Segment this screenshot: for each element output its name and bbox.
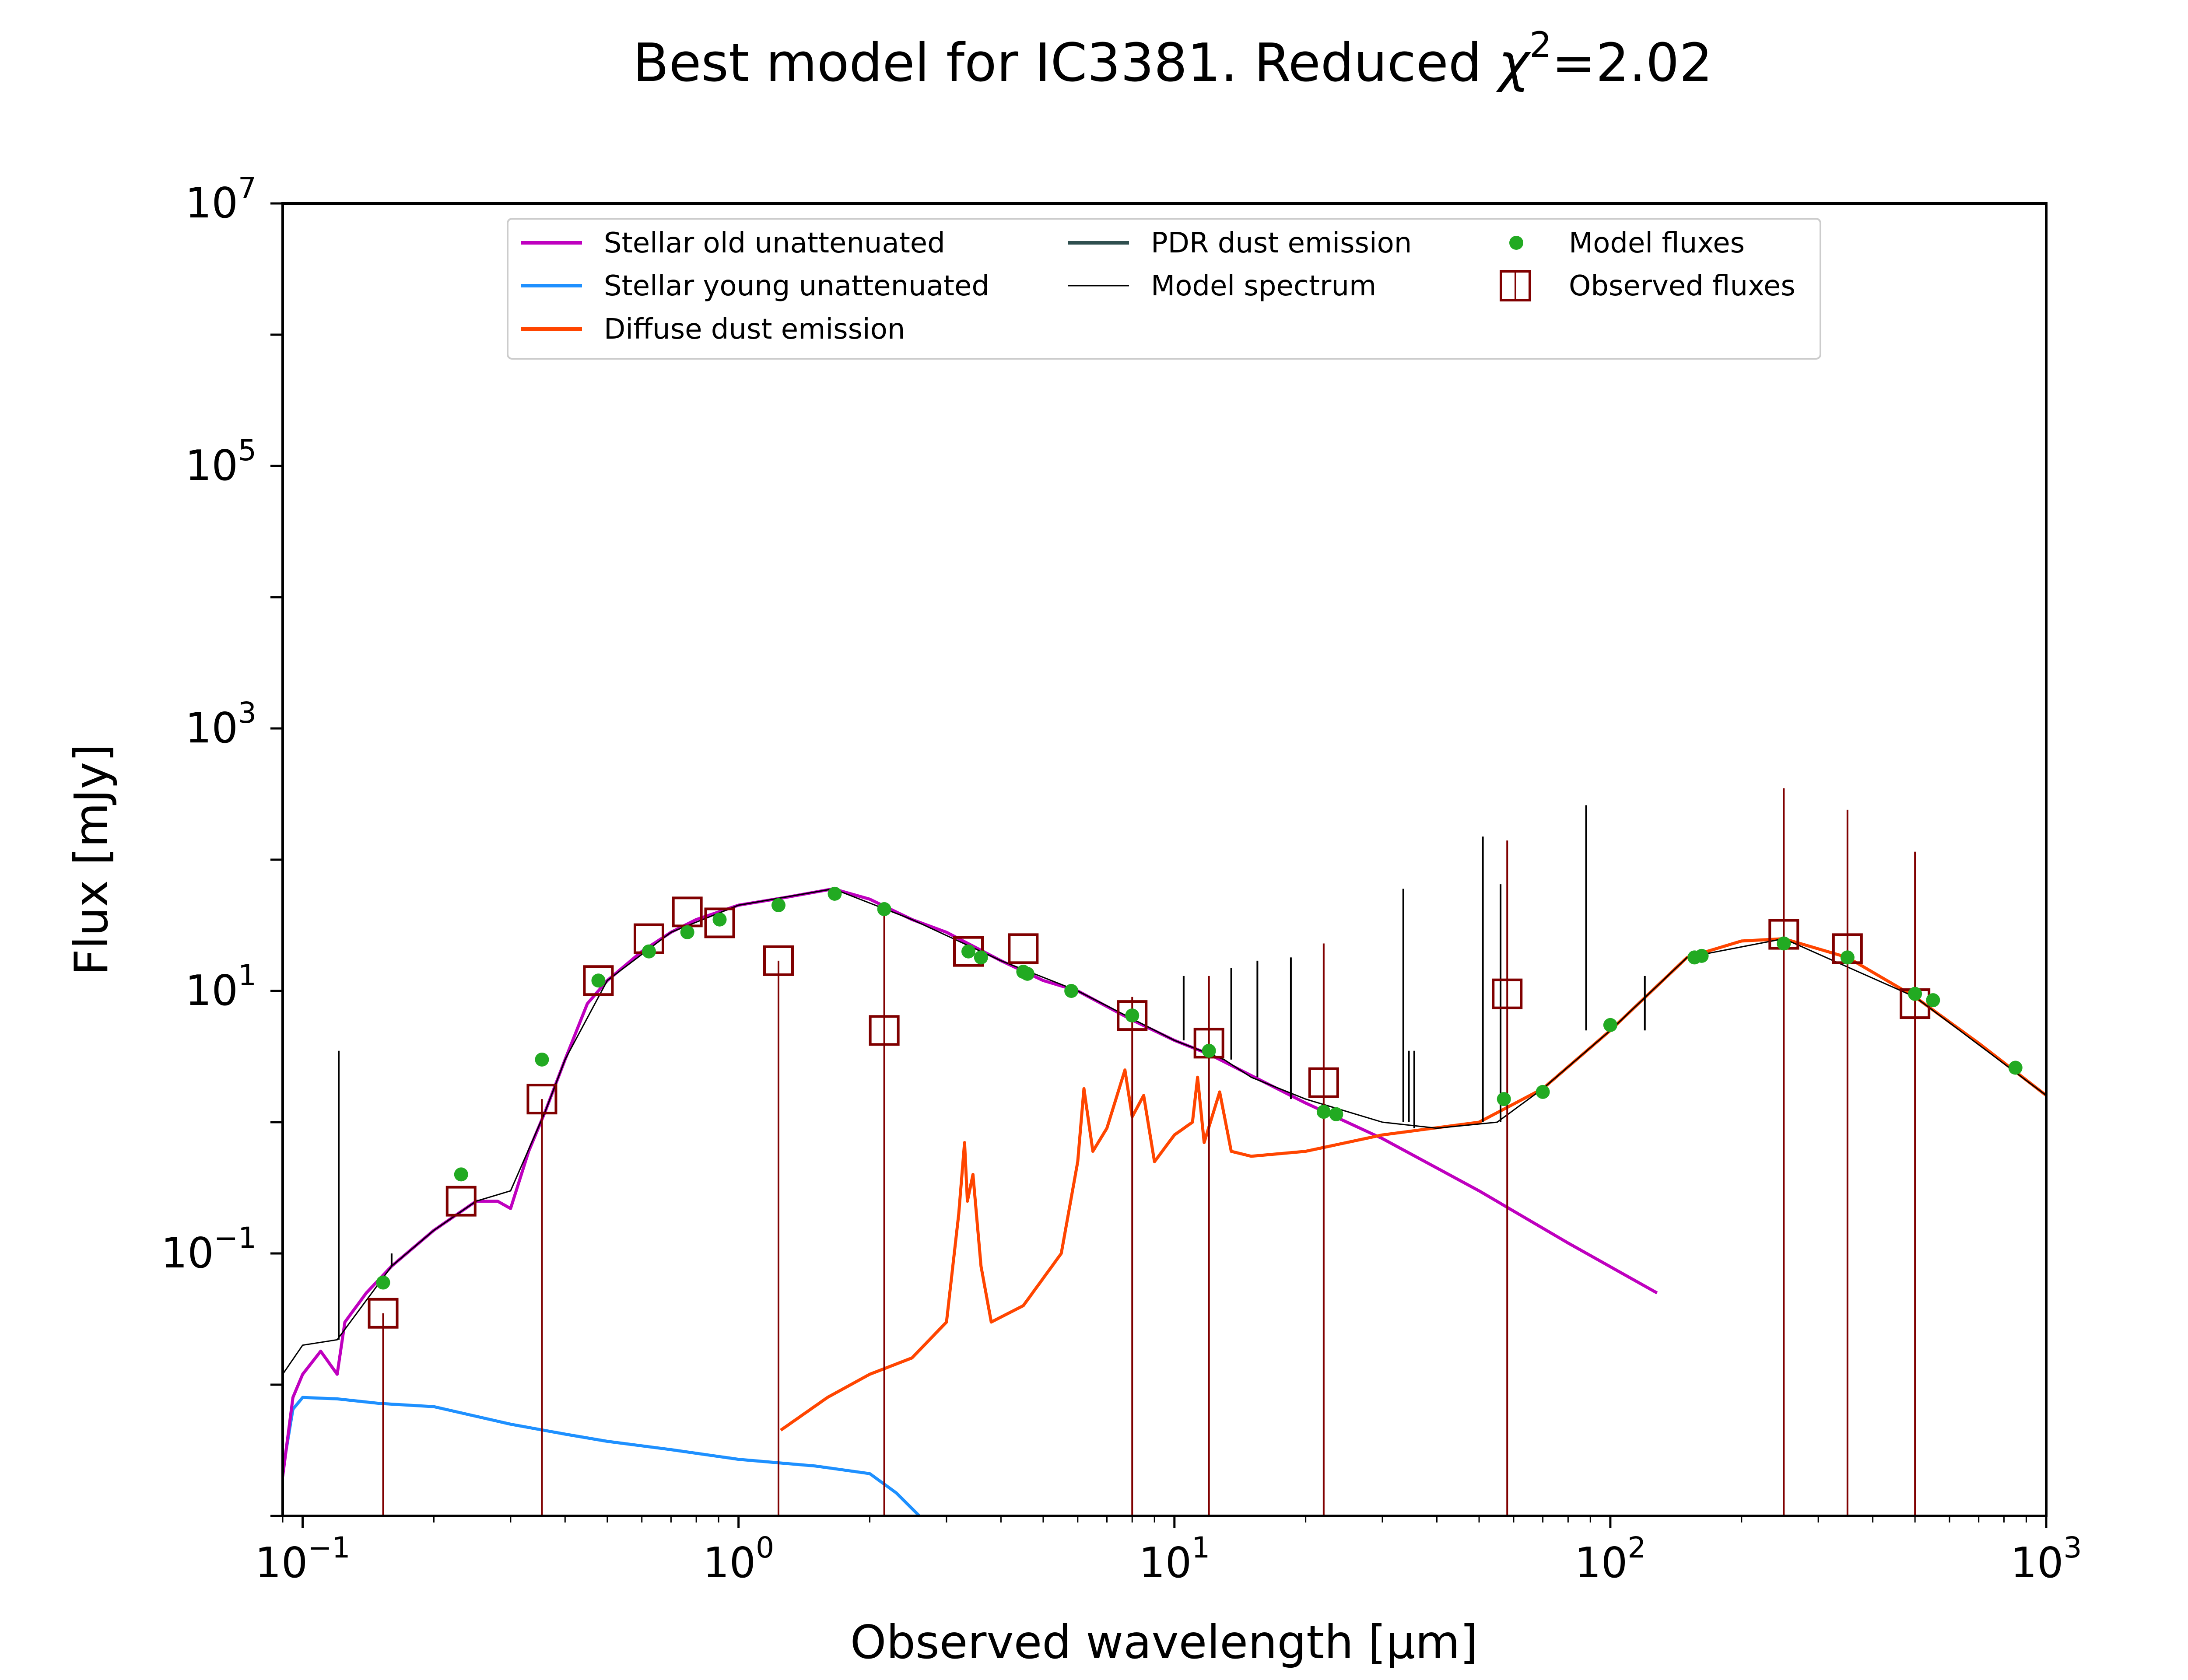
y-axis: 10−1 101 103 105 107 <box>161 171 283 1517</box>
model-flux-point <box>454 1167 468 1182</box>
y-axis-label: Flux [mJy] <box>65 744 118 976</box>
y-tick-label: 103 <box>185 696 256 752</box>
observed-flux-marker <box>1008 933 1039 964</box>
model-flux-point <box>1064 984 1079 998</box>
chart-title: Best model for IC3381. Reduced χ2=2.02 <box>633 24 1713 94</box>
legend: Stellar old unattenuated Stellar young u… <box>507 218 1821 360</box>
model-flux-point <box>828 886 842 901</box>
diffuse-dust-emission-line <box>780 937 2046 1432</box>
legend-label-stellar-young: Stellar young unattenuated <box>604 270 989 302</box>
model-flux-point <box>961 944 976 959</box>
model-flux-point <box>974 950 988 965</box>
y-tick-label: 101 <box>185 959 256 1015</box>
model-flux-point <box>1603 1018 1617 1032</box>
x-tick-label: 10−1 <box>255 1531 350 1587</box>
model-flux-point <box>591 973 606 988</box>
legend-label-pdr-dust: PDR dust emission <box>1151 227 1412 259</box>
model-flux-point <box>1694 948 1709 963</box>
plot-area <box>283 788 2046 1516</box>
model-flux-point <box>680 925 694 939</box>
model-flux-point <box>1316 1105 1331 1119</box>
observed-flux-marker <box>1117 1000 1148 1031</box>
observed-flux-marker <box>583 965 614 996</box>
model-flux-point <box>1329 1107 1343 1121</box>
model-flux-point <box>1536 1085 1550 1099</box>
y-tick-label: 105 <box>185 434 256 490</box>
x-tick-label: 101 <box>1139 1531 1210 1587</box>
model-flux-point <box>535 1052 549 1067</box>
observed-flux-marker <box>704 907 735 938</box>
legend-box <box>507 218 1821 360</box>
legend-label-stellar-old: Stellar old unattenuated <box>604 227 945 259</box>
observed-flux-marker <box>869 1015 900 1046</box>
model-flux-point <box>1497 1092 1511 1106</box>
stellar-young-unattenuated-line <box>283 1396 921 1516</box>
model-flux-point <box>2008 1060 2023 1075</box>
model-flux-point <box>1840 950 1855 965</box>
chart-title-prefix: Best model for IC3381. Reduced <box>633 33 1498 94</box>
model-flux-point <box>1202 1043 1216 1058</box>
model-flux-point <box>376 1275 390 1290</box>
observed-flux-marker <box>1308 1067 1339 1098</box>
chart-title-sup: 2 <box>1529 24 1552 65</box>
legend-label-observed-fluxes: Observed fluxes <box>1569 270 1795 302</box>
observed-flux-marker <box>445 1186 477 1217</box>
x-tick-label: 102 <box>1574 1531 1646 1587</box>
legend-label-model-fluxes: Model fluxes <box>1569 227 1745 259</box>
x-tick-label: 103 <box>2011 1531 2082 1587</box>
x-axis: 10−1 100 101 102 103 <box>255 1516 2082 1587</box>
y-tick-label: 10−1 <box>161 1221 256 1278</box>
model-flux-point <box>1125 1008 1140 1023</box>
model-flux-point <box>771 898 785 913</box>
model-flux-point <box>1908 987 1922 1001</box>
observed-flux-marker <box>763 945 794 976</box>
legend-label-diffuse-dust: Diffuse dust emission <box>604 313 905 346</box>
observed-flux-marker <box>368 1298 399 1329</box>
observed-flux-marker <box>526 1084 558 1115</box>
legend-swatch-model-fluxes <box>1509 236 1523 250</box>
y-tick-label: 107 <box>185 171 256 228</box>
model-flux-point <box>712 912 727 927</box>
x-tick-label: 100 <box>703 1531 774 1587</box>
model-flux-point <box>1777 936 1791 951</box>
legend-label-model-spectrum: Model spectrum <box>1151 270 1376 302</box>
chart-title-suffix: =2.02 <box>1552 33 1713 94</box>
plot-frame <box>281 202 2048 1517</box>
model-flux-point <box>877 902 891 917</box>
chart-title-chi: χ <box>1496 33 1531 94</box>
x-axis-label: Observed wavelength [μm] <box>850 1616 1478 1669</box>
model-spectrum-line <box>283 888 2046 1375</box>
model-flux-point <box>1020 966 1034 981</box>
model-flux-point <box>1926 993 1940 1008</box>
observed-flux-marker <box>1492 978 1523 1009</box>
model-flux-point <box>642 944 656 959</box>
